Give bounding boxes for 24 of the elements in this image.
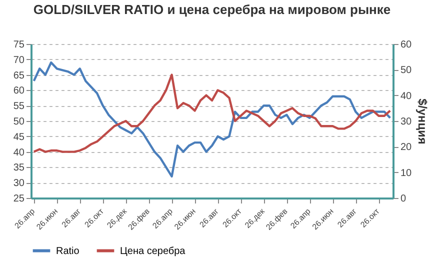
y-tick-label: 70: [13, 54, 25, 66]
y-tick-label: 55: [13, 101, 25, 112]
y-tick-label: 40: [13, 147, 25, 158]
line-series: [32, 74, 392, 153]
y2-tick-label: 60: [400, 40, 412, 50]
line-series: [32, 61, 392, 178]
y-tick-label: 75: [13, 40, 25, 50]
y2-tick-label: 40: [400, 90, 412, 102]
y-tick-label: 65: [13, 70, 25, 82]
y-tick-label: 30: [13, 178, 25, 190]
legend-label: Ratio: [56, 246, 80, 257]
y2-tick-label: 10: [400, 168, 412, 179]
y-tick-label: 60: [13, 86, 25, 97]
y2-tick-label: 0: [400, 194, 406, 204]
y2-tick-label: 20: [400, 142, 412, 154]
y2-axis-title: $/унция: [416, 98, 430, 144]
y-tick-label: 45: [13, 132, 25, 143]
legend-label: Цена серебра: [120, 246, 186, 257]
chart-title: GOLD/SILVER RATIO и цена серебра на мировом рынке: [33, 2, 391, 17]
y2-tick-label: 30: [400, 116, 412, 128]
y-tick-label: 50: [13, 116, 25, 128]
y-tick-label: 35: [13, 162, 25, 174]
y-tick-label: 25: [13, 194, 25, 204]
y2-tick-label: 50: [400, 65, 412, 76]
